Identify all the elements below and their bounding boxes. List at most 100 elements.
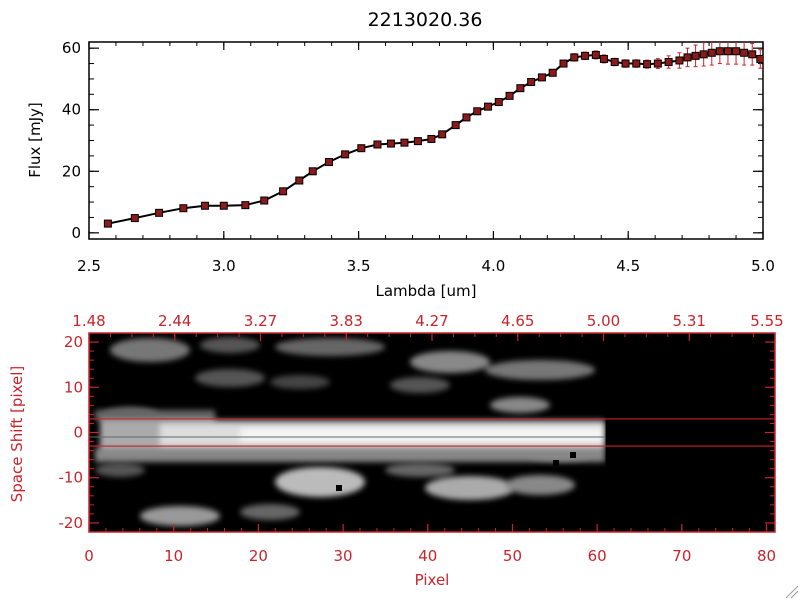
spatial-top-tick-label: 3.83 xyxy=(330,312,363,330)
spectrum-data-point xyxy=(494,98,503,107)
spectrum-data-point xyxy=(130,214,139,223)
spectrum-data-point xyxy=(527,78,536,87)
spectrum-series-line xyxy=(107,50,761,225)
aperture-lines xyxy=(89,418,775,447)
spatial-top-tick-label: 5.31 xyxy=(673,312,706,330)
spatial-y-tick-label: 10 xyxy=(64,378,83,396)
spectrum-x-axis: 2.5 3.0 3.5 4.0 4.5 5.0 xyxy=(77,42,775,275)
spectrum-data-point xyxy=(357,144,366,153)
spectrum-data-point xyxy=(400,138,409,147)
spatial-x-tick-label: 80 xyxy=(757,547,776,565)
spectrum-data-point xyxy=(295,176,304,185)
spectrum-data-point xyxy=(308,167,317,176)
spectrum-data-point xyxy=(740,48,749,57)
resize-grip-icon[interactable] xyxy=(785,585,799,599)
spectrum-data-point xyxy=(548,68,557,77)
spatial-top-tick-label: 2.44 xyxy=(158,312,191,330)
spatial-y-tick-label: 20 xyxy=(64,333,83,351)
spatial-y-tick-label: -10 xyxy=(59,469,84,487)
spectrum-data-point xyxy=(591,50,600,59)
spectrum-data-point xyxy=(103,219,112,228)
spectrum-data-point xyxy=(675,56,684,65)
spectrum-data-point xyxy=(413,137,422,146)
spectrum-error-bars xyxy=(105,42,763,226)
chart-title: 2213020.36 xyxy=(368,9,483,31)
spectrum-y-tick-label: 40 xyxy=(62,101,81,119)
spectrum-data-point xyxy=(373,140,382,149)
spatial-x-tick-label: 70 xyxy=(672,547,691,565)
spectrum-data-point xyxy=(664,58,673,67)
spectrum-data-point xyxy=(386,139,395,148)
spectrum-y-axis-label: Flux [mJy] xyxy=(26,102,44,178)
spatial-x-tick-label: 30 xyxy=(334,547,353,565)
spectrum-data-point xyxy=(683,53,692,62)
spatial-image-noise xyxy=(95,337,595,526)
spectrum-data-point xyxy=(632,59,641,68)
spectrum-data-point xyxy=(643,60,652,69)
spectrum-data-point xyxy=(691,51,700,60)
spectrum-data-point xyxy=(473,107,482,116)
spatial-y-tick-label: -20 xyxy=(59,514,84,532)
spectrum-x-tick-label: 2.5 xyxy=(77,257,101,275)
spatial-y-axis: -20 -10 0 10 20 xyxy=(59,333,775,532)
spatial-top-tick-label: 5.55 xyxy=(750,312,783,330)
spatial-top-tick-label: 5.00 xyxy=(587,312,620,330)
spatial-image-no-data-region xyxy=(605,333,775,532)
spatial-top-tick-label: 4.65 xyxy=(501,312,534,330)
spectrum-x-tick-label: 4.0 xyxy=(481,257,505,275)
spectrum-data-point xyxy=(653,59,662,68)
spatial-top-tick-label: 4.27 xyxy=(415,312,448,330)
spectrum-y-axis: 0 20 40 60 xyxy=(62,39,763,242)
spectrum-data-point xyxy=(260,196,269,205)
spectrum-data-point xyxy=(505,91,514,100)
spectrum-x-axis-label: Lambda [um] xyxy=(376,282,477,300)
spectrum-data-point xyxy=(559,59,568,68)
spectrum-data-point xyxy=(516,84,525,93)
spectrum-data-point xyxy=(756,54,763,63)
spectrum-data-point xyxy=(179,204,188,213)
spectrum-x-tick-label: 3.0 xyxy=(212,257,236,275)
spectrum-data-point xyxy=(462,113,471,122)
spectrum-data-point xyxy=(341,150,350,159)
spatial-x-tick-label: 40 xyxy=(418,547,437,565)
spectrum-x-tick-label: 4.5 xyxy=(616,257,640,275)
spatial-top-tick-label: 3.27 xyxy=(244,312,277,330)
spectrum-data-point xyxy=(324,158,333,167)
spatial-image xyxy=(89,333,775,532)
spectrum-plot: 2213020.36 2.5 3.0 3.5 4.0 4.5 5.0 0 20 40 60 La… xyxy=(26,9,775,300)
spatial-x-tick-label: 50 xyxy=(503,547,522,565)
spectrum-data-point xyxy=(279,187,288,196)
spectrum-data-point xyxy=(707,48,716,57)
spectrum-data-point xyxy=(748,50,757,59)
spectrum-data-point xyxy=(581,51,590,60)
spectrum-data-points xyxy=(103,47,763,228)
spectrum-y-tick-label: 60 xyxy=(62,39,81,57)
spatial-x-tick-label: 0 xyxy=(84,547,94,565)
spectrum-data-point xyxy=(427,134,436,143)
spatial-image-bad-pixels xyxy=(336,452,576,511)
spectrum-data-point xyxy=(715,47,724,56)
spectrum-data-point xyxy=(219,201,228,210)
spectrum-data-point xyxy=(537,73,546,82)
spatial-y-tick-label: 0 xyxy=(73,424,83,442)
spatial-y-axis-label: Space Shift [pixel] xyxy=(8,366,26,503)
spatial-x-tick-label: 20 xyxy=(249,547,268,565)
spectrum-x-tick-label: 3.5 xyxy=(347,257,371,275)
spatial-image-plot: 0 10 20 30 40 50 60 70 80 -20 -10 0 10 20 1.48 2.44 3.… xyxy=(8,312,784,589)
spectrum-data-point xyxy=(570,53,579,62)
spectrum-data-point xyxy=(438,130,447,139)
spatial-x-axis-label: Pixel xyxy=(415,571,450,589)
spectrum-data-point xyxy=(451,121,460,130)
spectrum-data-point xyxy=(155,208,164,217)
spatial-top-tick-label: 1.48 xyxy=(72,312,105,330)
spatial-x-tick-label: 10 xyxy=(164,547,183,565)
spatial-top-wavelength-axis: 1.48 2.44 3.27 3.83 4.27 4.65 5.00 5.31 5.55 xyxy=(72,312,784,341)
spectrum-data-point xyxy=(610,58,619,67)
spectrum-data-point xyxy=(723,47,732,56)
spectrum-data-point xyxy=(241,201,250,210)
spectrum-data-point xyxy=(200,201,209,210)
spectrum-data-point xyxy=(621,59,630,68)
spatial-x-axis: 0 10 20 30 40 50 60 70 80 xyxy=(84,524,776,565)
